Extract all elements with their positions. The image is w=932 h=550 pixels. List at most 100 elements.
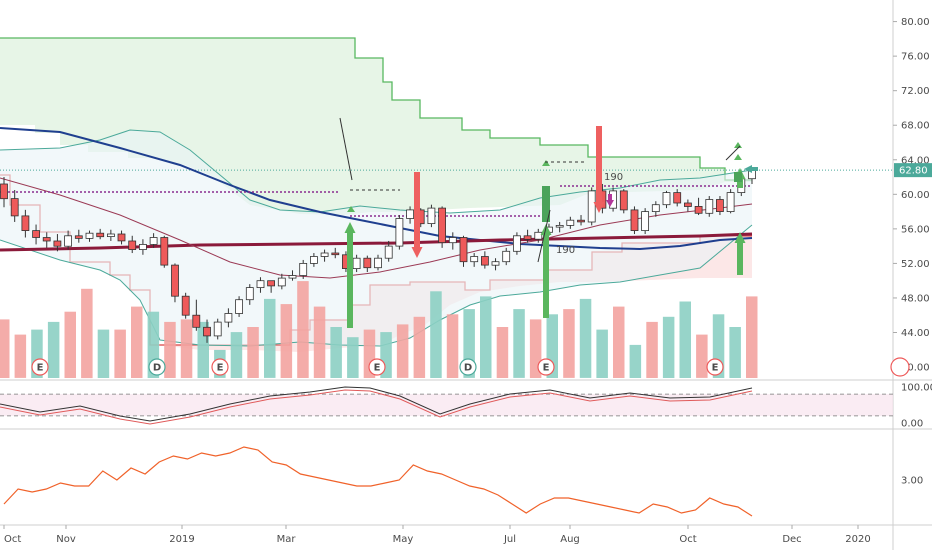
volume-bar xyxy=(662,316,675,378)
x-tick-label: Dec xyxy=(782,534,801,545)
earnings-icon xyxy=(706,358,724,376)
trend-line xyxy=(339,117,353,181)
volume-bar xyxy=(746,296,758,378)
candle-body xyxy=(107,233,115,237)
event-label: E xyxy=(37,363,44,374)
volume-bar xyxy=(712,314,725,378)
volume-bar xyxy=(147,311,160,378)
buy-signal-arrow xyxy=(737,178,743,188)
candle-body xyxy=(96,232,105,238)
candle-body xyxy=(117,233,126,242)
volume-bar xyxy=(264,298,276,378)
candle-body xyxy=(171,264,179,297)
event-label: E xyxy=(543,363,550,374)
candle-body xyxy=(716,199,724,213)
sma-mid xyxy=(0,177,753,279)
band-fill xyxy=(0,130,752,346)
y-tick-label: 52.00 xyxy=(901,259,930,270)
volume-bar xyxy=(230,332,243,378)
volume-bar xyxy=(81,288,93,379)
trend-line xyxy=(537,209,551,263)
candle-body xyxy=(331,252,340,256)
volume-bar xyxy=(430,291,442,378)
cloud-upper-edge xyxy=(0,37,752,181)
volume-bar xyxy=(596,329,608,378)
entry-bar xyxy=(542,186,550,222)
sell-signal-arrow xyxy=(414,172,420,248)
y-tick-label: 40.00 xyxy=(901,363,930,374)
candle-body xyxy=(513,235,521,252)
volume-bar xyxy=(463,309,475,378)
candle-body xyxy=(673,192,682,204)
buy-signal-arrow xyxy=(543,234,549,318)
y-tick-label: 68.00 xyxy=(901,121,930,132)
candle-body xyxy=(480,256,489,266)
volume-bar xyxy=(646,321,658,378)
y-tick-label: 64.00 xyxy=(901,155,930,166)
volume-bar xyxy=(247,327,259,378)
candle-body xyxy=(427,207,436,225)
candle-body xyxy=(406,209,415,219)
price-pointer xyxy=(744,165,752,173)
candle-body xyxy=(128,240,137,251)
candle-body xyxy=(213,321,222,337)
volume-bar xyxy=(330,327,342,378)
candle-body xyxy=(288,275,297,279)
signal-triangle xyxy=(347,206,355,212)
candle-body xyxy=(384,245,393,259)
small-down-arrow xyxy=(606,200,614,207)
candle-body xyxy=(64,235,72,247)
candle-body xyxy=(309,256,318,264)
volume-bar xyxy=(114,329,126,378)
volume-bar xyxy=(313,306,326,378)
signal-triangle xyxy=(734,154,742,160)
volume-bar xyxy=(14,334,27,378)
candle-body xyxy=(235,299,244,314)
x-tick-label: May xyxy=(393,534,414,545)
y-tick-label: 76.00 xyxy=(901,52,930,63)
volume-bar xyxy=(496,327,509,378)
candle-body xyxy=(491,261,500,266)
volume-bar xyxy=(180,319,193,378)
volume-bar xyxy=(363,329,376,378)
volume-bar xyxy=(513,309,525,378)
candle-body xyxy=(224,313,233,323)
candle-body xyxy=(85,232,94,239)
volume-bar xyxy=(679,301,691,378)
candle-body xyxy=(534,231,543,240)
volume-bar xyxy=(396,324,409,378)
dividend-icon xyxy=(459,358,477,376)
candle-body xyxy=(42,237,51,242)
y-tick-label: 56.00 xyxy=(901,224,930,235)
earnings-icon xyxy=(368,358,386,376)
candle-body xyxy=(203,326,211,337)
event-label: E xyxy=(217,363,224,374)
sell-signal-arrow-head xyxy=(593,202,605,213)
volume-bar xyxy=(629,344,642,378)
signal-triangle xyxy=(734,142,742,148)
trend-line xyxy=(725,145,741,161)
volume-bar xyxy=(297,281,309,378)
y-tick-label: 48.00 xyxy=(901,293,930,304)
oscillator-signal-line xyxy=(0,389,753,425)
candle-body xyxy=(684,202,692,207)
volume-bar xyxy=(563,309,575,378)
candle-body xyxy=(470,256,479,263)
volume-bar xyxy=(31,329,43,378)
indicator-line xyxy=(3,446,753,517)
earnings-icon xyxy=(211,358,229,376)
event-label: D xyxy=(153,363,161,374)
volume-bar xyxy=(546,314,558,378)
y-tick-label: 100.00 xyxy=(901,382,932,393)
volume-bar xyxy=(0,319,10,378)
annotation-label: 190 xyxy=(604,172,623,183)
volume-bar xyxy=(480,296,492,378)
candle-body xyxy=(0,183,8,200)
candle-body xyxy=(694,205,703,214)
volume-bar xyxy=(64,311,76,378)
candle-body xyxy=(662,192,671,206)
buy-signal-arrow-head xyxy=(734,232,746,243)
candle-body xyxy=(32,230,40,238)
candle-body xyxy=(374,257,382,269)
